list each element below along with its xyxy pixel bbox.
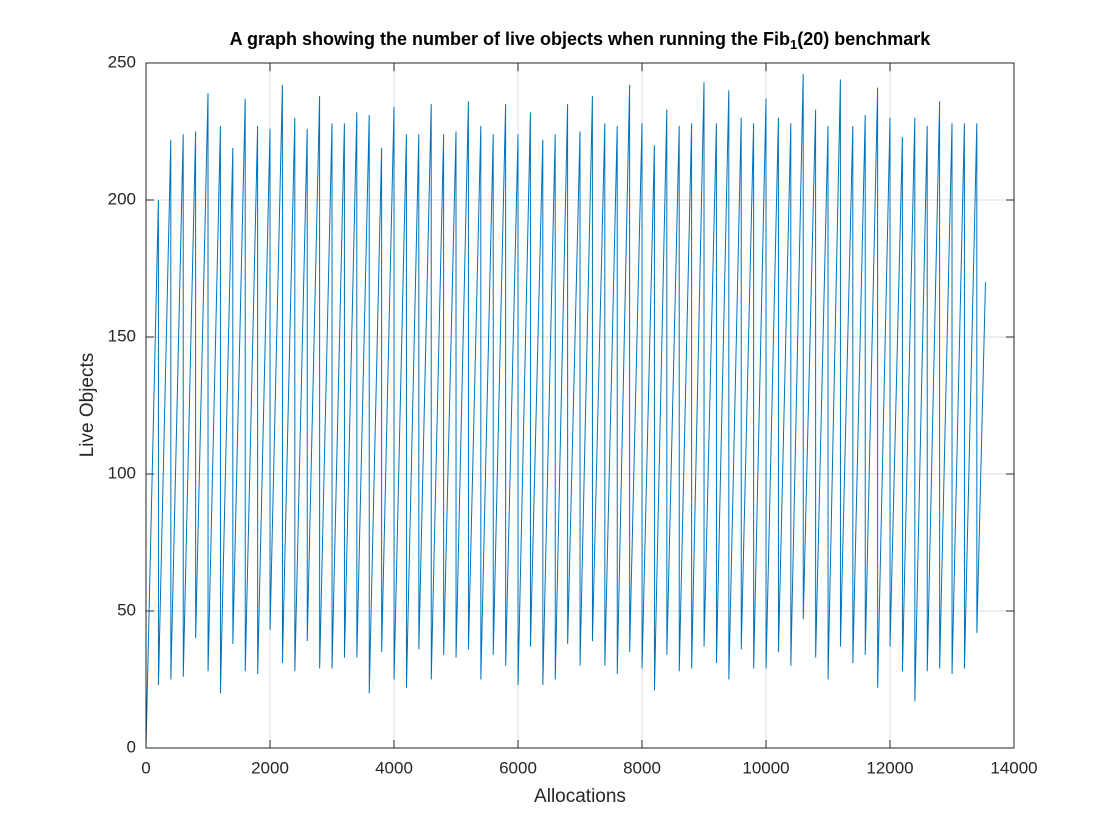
x-tick-label: 4000 [375,758,413,777]
y-tick-label: 150 [108,326,136,345]
y-tick-label: 0 [127,737,136,756]
x-tick-label: 6000 [499,758,537,777]
title-subscript: 1 [790,37,797,52]
x-tick-label: 12000 [866,758,913,777]
chart-title: A graph showing the number of live objec… [230,29,932,53]
y-tick-label: 50 [117,600,136,619]
x-tick-label: 0 [141,758,150,777]
axes-box [145,62,1015,749]
data-line [145,73,986,749]
x-axis-label: Allocations [534,786,626,807]
y-tick-label: 200 [108,189,136,208]
y-tick-label: 250 [108,52,136,71]
x-tick-label: 8000 [623,758,661,777]
y-tick-label: 100 [108,463,136,482]
x-tick-label: 14000 [990,758,1037,777]
x-tick-label: 2000 [251,758,289,777]
y-axis-label: Live Objects [77,353,98,458]
title-text: (20) benchmark [797,29,931,49]
x-tick-label: 10000 [742,758,789,777]
title-text: A graph showing the number of live objec… [230,29,790,49]
